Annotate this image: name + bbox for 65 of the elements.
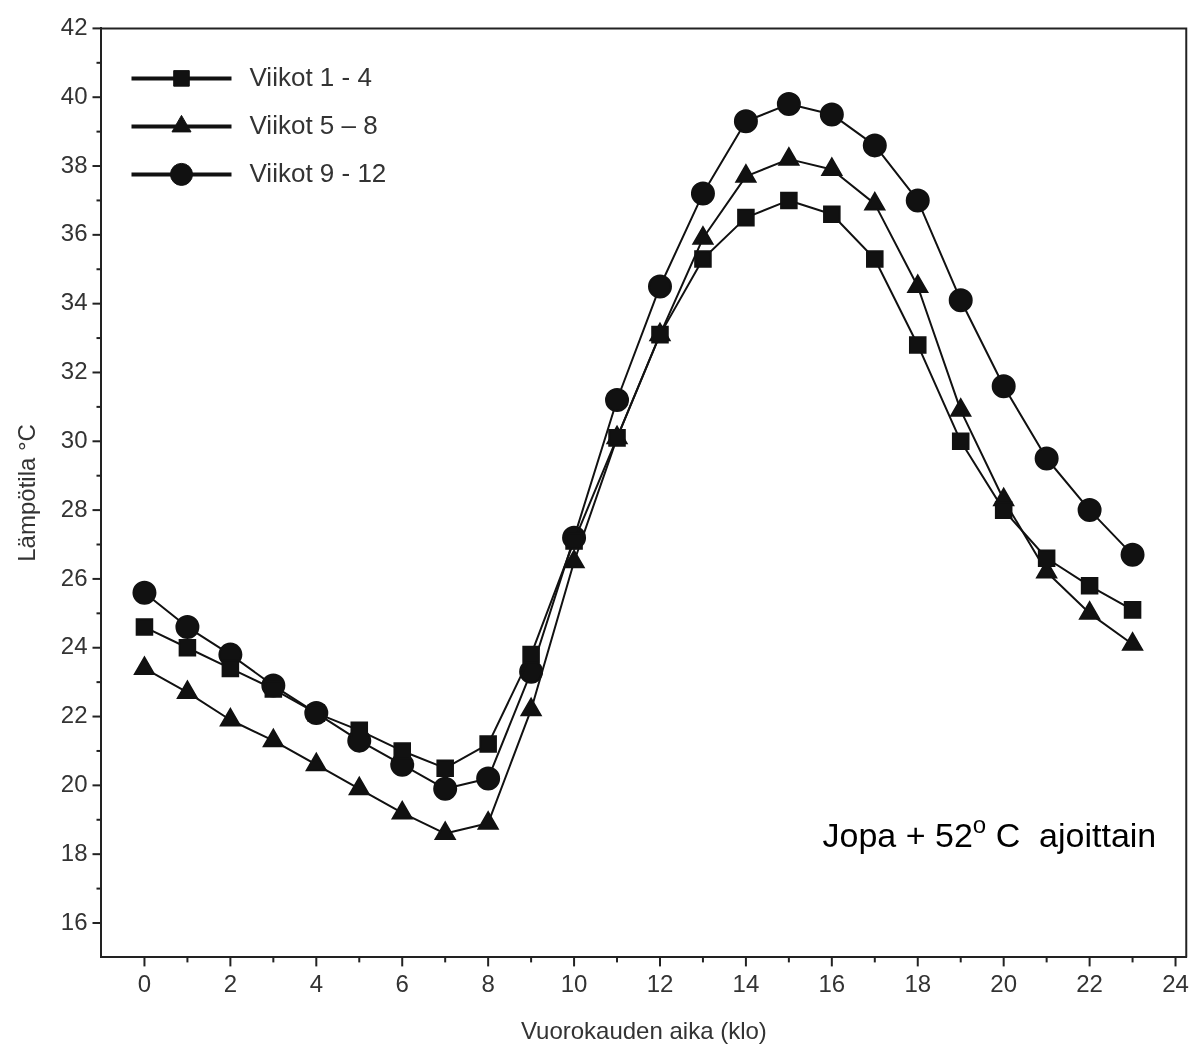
x-tick-label: 12 xyxy=(646,970,674,998)
point xyxy=(776,92,801,117)
y-tick-label: 32 xyxy=(60,357,88,385)
legend-label: Viikot 1 - 4 xyxy=(249,61,372,92)
y-tick-label: 40 xyxy=(60,81,88,109)
x-tick-label: 2 xyxy=(223,970,238,998)
point xyxy=(1120,542,1145,567)
point xyxy=(908,336,927,354)
point xyxy=(605,388,630,412)
y-tick-label: 20 xyxy=(60,769,88,797)
point xyxy=(175,615,200,640)
point xyxy=(780,191,798,210)
x-tick-label: 10 xyxy=(560,970,588,998)
x-tick-label: 14 xyxy=(732,970,760,998)
x-tick-label: 0 xyxy=(137,970,152,998)
point xyxy=(522,645,540,664)
point xyxy=(1037,549,1056,568)
y-tick-label: 36 xyxy=(60,219,88,247)
point xyxy=(476,766,501,791)
y-tick-label: 24 xyxy=(60,632,88,660)
x-tick-label: 8 xyxy=(481,970,495,998)
point xyxy=(823,205,841,223)
y-tick-label: 34 xyxy=(60,288,88,316)
x-tick-label: 6 xyxy=(395,970,409,998)
y-tick-label: 38 xyxy=(60,150,88,178)
y-tick-label: 28 xyxy=(60,494,88,522)
point xyxy=(733,109,758,134)
point xyxy=(862,133,887,158)
y-tick-label: 26 xyxy=(60,563,88,591)
point xyxy=(690,181,715,206)
y-tick-label: 42 xyxy=(60,13,88,41)
point xyxy=(694,250,712,268)
point xyxy=(994,501,1013,519)
y-axis-title: Lämpötila °C xyxy=(13,424,41,562)
point xyxy=(647,274,672,299)
point xyxy=(951,432,970,451)
x-tick-label: 20 xyxy=(990,970,1018,998)
x-axis-title: Vuorokauden aika (klo) xyxy=(520,1017,767,1045)
point xyxy=(135,618,154,636)
legend-label: Viikot 5 – 8 xyxy=(249,109,378,140)
y-tick-label: 22 xyxy=(60,701,88,729)
point xyxy=(1077,498,1102,523)
x-tick-label: 4 xyxy=(309,970,323,998)
point xyxy=(991,374,1016,399)
point xyxy=(178,638,197,657)
point xyxy=(1123,601,1142,619)
y-tick-label: 18 xyxy=(60,838,88,866)
y-tick-label: 30 xyxy=(60,425,88,453)
point xyxy=(866,250,884,268)
point xyxy=(1080,577,1099,595)
point xyxy=(132,580,157,605)
x-tick-label: 16 xyxy=(818,970,846,998)
point xyxy=(433,776,458,801)
point xyxy=(905,188,930,213)
point xyxy=(737,208,755,227)
legend-label: Viikot 9 - 12 xyxy=(249,157,387,188)
x-tick-label: 24 xyxy=(1162,970,1189,998)
point xyxy=(479,735,497,753)
x-tick-label: 22 xyxy=(1076,970,1103,998)
point xyxy=(948,288,973,313)
point xyxy=(819,102,844,127)
y-tick-label: 16 xyxy=(60,907,88,935)
point xyxy=(436,759,454,777)
point xyxy=(1034,446,1059,471)
x-tick-label: 18 xyxy=(904,970,932,998)
